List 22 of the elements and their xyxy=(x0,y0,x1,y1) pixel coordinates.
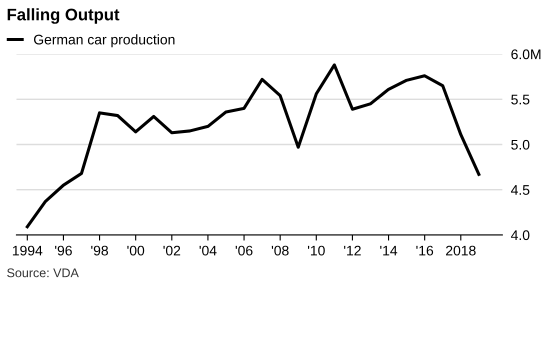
x-tick-label: '08 xyxy=(272,246,289,256)
source-note: Source: VDA xyxy=(7,268,79,278)
x-tick-label: '00 xyxy=(127,246,144,256)
x-tick-label: 1994 xyxy=(12,246,42,256)
x-tick-label: '02 xyxy=(163,246,180,256)
y-tick-label: 4.5 xyxy=(510,185,530,195)
line-series xyxy=(26,63,480,228)
x-tick-label: '12 xyxy=(344,246,361,256)
y-tick-label: 5.5 xyxy=(511,94,530,104)
x-tick-label: '96 xyxy=(55,246,72,256)
y-tick-label: 4.0 xyxy=(510,230,530,240)
x-tick-label: 2018 xyxy=(446,246,476,256)
chart-title: Falling Output xyxy=(8,8,120,24)
x-tick-label: '16 xyxy=(416,246,434,256)
x-tick-label: '14 xyxy=(380,246,398,256)
legend-label: German car production xyxy=(34,34,174,48)
x-tick-label: '98 xyxy=(91,246,108,256)
y-tick-label: 5.0 xyxy=(511,140,530,150)
y-tick-label: 6.0M xyxy=(511,49,540,60)
x-tick-label: '10 xyxy=(308,246,325,256)
x-tick-label: '06 xyxy=(236,246,252,256)
x-tick-label: '04 xyxy=(200,246,217,256)
